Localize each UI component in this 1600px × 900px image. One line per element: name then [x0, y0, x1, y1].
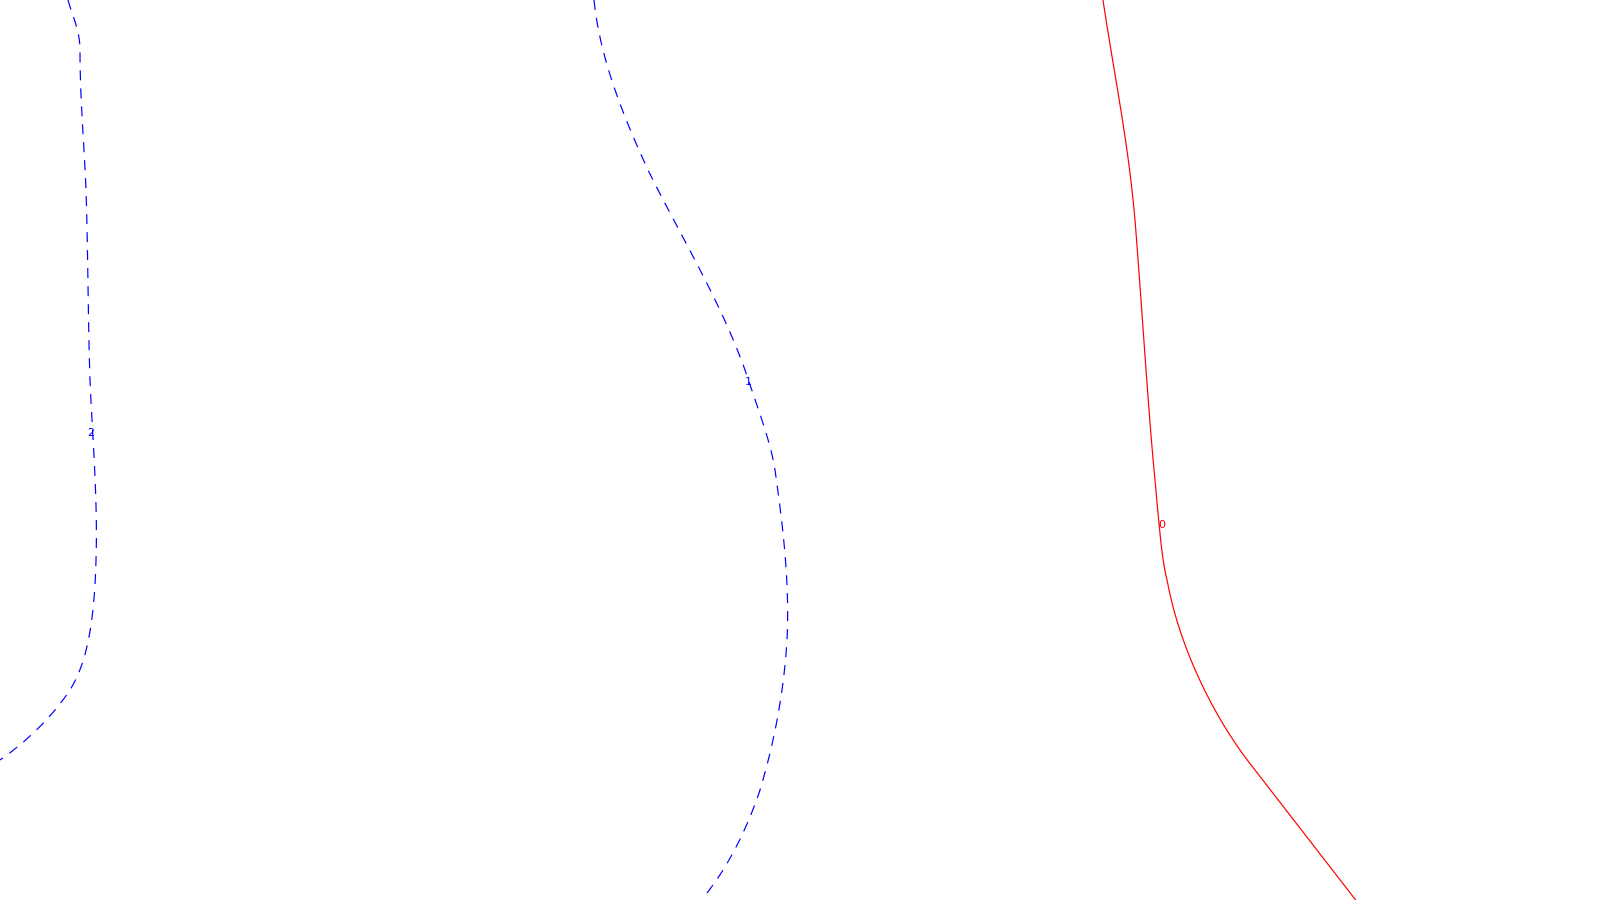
contour-line-2 [0, 0, 98, 761]
contour-label-0: 0 [1159, 518, 1166, 531]
contour-line-1 [593, 0, 789, 894]
contour-2: 2 [0, 0, 98, 761]
contour-1: 1 [593, 0, 789, 894]
contour-0: 0 [1102, 0, 1357, 900]
contour-label-1: 1 [745, 375, 752, 388]
contour-label-2: 2 [88, 426, 95, 439]
contour-line-0 [1102, 0, 1357, 900]
